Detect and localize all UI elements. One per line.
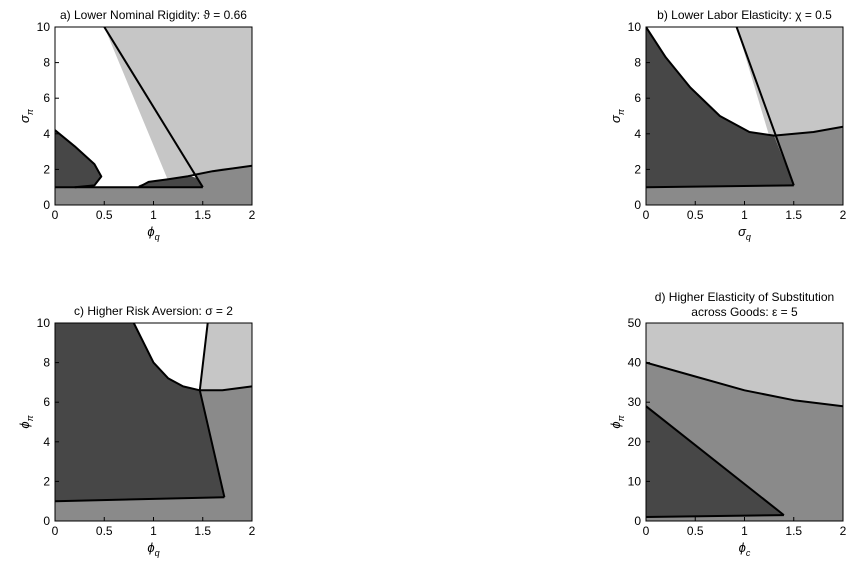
boundary-c-1 xyxy=(132,323,252,392)
ytick-label-a-5: 10 xyxy=(37,20,51,34)
panel-a: 0 0.5 1 1.5 2 0 2 4 6 8 10 ϕq σπ a) Lower Nominal Rig… xyxy=(17,8,256,242)
ytick-label-b-4: 8 xyxy=(634,56,641,70)
xtick-label-d-4: 2 xyxy=(840,524,847,538)
ytick-label-c-1: 2 xyxy=(43,474,50,488)
xtick-label-a-0: 0 xyxy=(52,208,59,222)
ytick-label-d-2: 20 xyxy=(628,435,642,449)
boundary-d-2 xyxy=(646,514,784,518)
xlabel-d: ϕc xyxy=(739,540,751,558)
region-c-dark-2 xyxy=(55,323,225,502)
xtick-label-d-0: 0 xyxy=(643,524,650,538)
boundary-b-2 xyxy=(646,184,794,189)
ytick-label-a-2: 4 xyxy=(43,127,50,141)
plot-area-d xyxy=(646,323,843,521)
ytick-label-d-1: 10 xyxy=(628,474,642,488)
xtick-label-c-0: 0 xyxy=(52,524,59,538)
plot-area-b xyxy=(646,27,843,205)
title-b: b) Lower Labor Elasticity: χ = 0.5 xyxy=(657,8,832,22)
boundary-d-0 xyxy=(646,361,843,408)
ytick-label-c-3: 6 xyxy=(43,395,50,409)
ytick-label-d-5: 50 xyxy=(628,316,642,330)
region-d-light-0 xyxy=(646,323,843,407)
xlabel-b: σq xyxy=(738,224,751,242)
boundary-a-0 xyxy=(103,27,204,188)
panel-c: 0 0.5 1 1.5 2 0 2 4 6 8 10 ϕq ϕπ c) Higher Risk Avers… xyxy=(17,304,256,558)
ytick-label-c-0: 0 xyxy=(43,514,50,528)
ytick-label-c-5: 10 xyxy=(37,316,51,330)
boundary-b-0 xyxy=(735,27,795,186)
xtick-label-b-0: 0 xyxy=(643,208,650,222)
ytick-label-c-4: 8 xyxy=(43,356,50,370)
ylabel-b: σπ xyxy=(608,108,626,123)
title-a: a) Lower Nominal Rigidity: ϑ = 0.66 xyxy=(60,8,247,22)
plot-area-a xyxy=(55,27,252,205)
xtick-label-c-1: 0.5 xyxy=(96,524,113,538)
xtick-label-d-1: 0.5 xyxy=(687,524,704,538)
plot-area-c xyxy=(55,323,252,521)
ytick-label-d-4: 40 xyxy=(628,356,642,370)
region-a-dark-4 xyxy=(138,175,203,188)
xtick-label-c-2: 1 xyxy=(150,524,157,538)
ylabel-c: ϕπ xyxy=(17,414,35,428)
region-b-light-0 xyxy=(736,27,843,136)
xtick-label-b-1: 0.5 xyxy=(687,208,704,222)
xtick-label-a-3: 1.5 xyxy=(194,208,211,222)
title-c: c) Higher Risk Aversion: σ = 2 xyxy=(74,304,233,318)
xtick-label-d-3: 1.5 xyxy=(785,524,802,538)
ytick-label-d-3: 30 xyxy=(628,395,642,409)
ytick-label-b-2: 4 xyxy=(634,127,641,141)
boundary-b-1 xyxy=(646,27,843,137)
ytick-label-c-2: 4 xyxy=(43,435,50,449)
boundary-d-1 xyxy=(646,405,785,516)
ytick-label-d-0: 0 xyxy=(634,514,641,528)
xtick-label-b-2: 1 xyxy=(741,208,748,222)
panel-b: 0 0.5 1 1.5 2 0 2 4 6 8 10 σq σπ b) Lower Labor Elast… xyxy=(608,8,847,242)
xtick-label-c-4: 2 xyxy=(249,524,256,538)
xtick-label-a-1: 0.5 xyxy=(96,208,113,222)
xtick-label-a-2: 1 xyxy=(150,208,157,222)
ytick-label-a-4: 8 xyxy=(43,56,50,70)
boundary-a-1 xyxy=(138,164,252,189)
ytick-label-b-0: 0 xyxy=(634,198,641,212)
xtick-label-a-4: 2 xyxy=(249,208,256,222)
region-b-dark-2 xyxy=(646,27,794,188)
ytick-label-b-1: 2 xyxy=(634,162,641,176)
xtick-label-d-2: 1 xyxy=(741,524,748,538)
title-d-line-1: across Goods: ε = 5 xyxy=(691,305,798,319)
region-a-light-1 xyxy=(104,27,252,181)
xtick-label-b-3: 1.5 xyxy=(785,208,802,222)
boundary-c-2 xyxy=(55,496,225,503)
region-a-mid-2 xyxy=(55,165,252,205)
ylabel-a: σπ xyxy=(17,108,35,123)
region-a-dark-3 xyxy=(55,130,102,188)
xtick-label-b-4: 2 xyxy=(840,208,847,222)
boundary-a-3 xyxy=(55,129,103,189)
ytick-label-a-3: 6 xyxy=(43,91,50,105)
xlabel-a: ϕq xyxy=(147,224,159,242)
ylabel-d: ϕπ xyxy=(608,414,626,428)
ytick-label-a-1: 2 xyxy=(43,162,50,176)
region-c-light-0 xyxy=(199,323,252,391)
region-c-mid-1 xyxy=(55,386,252,521)
ytick-label-a-0: 0 xyxy=(43,198,50,212)
ytick-label-b-5: 10 xyxy=(628,20,642,34)
xtick-label-c-3: 1.5 xyxy=(194,524,211,538)
ytick-label-b-3: 6 xyxy=(634,91,641,105)
xlabel-c: ϕq xyxy=(147,540,159,558)
title-d-line-0: d) Higher Elasticity of Substitution xyxy=(655,290,834,304)
